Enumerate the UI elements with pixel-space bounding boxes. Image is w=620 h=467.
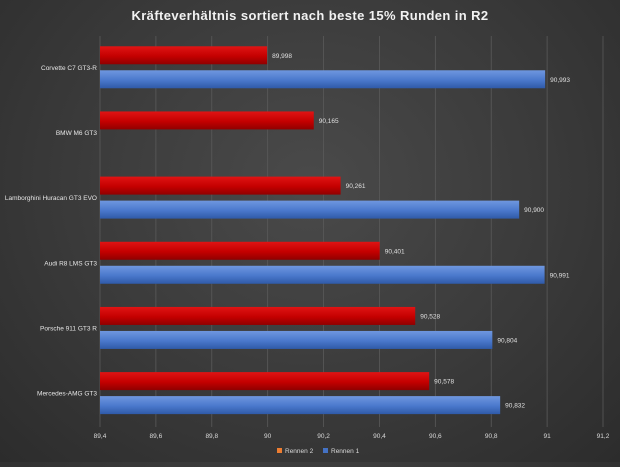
data-label: 90,900 [524, 207, 544, 214]
category-label: Mercedes-AMG GT3 [37, 391, 97, 398]
bar-rennen-2 [100, 372, 430, 391]
x-tick-label: 90 [264, 433, 272, 440]
x-tick-label: 90,2 [317, 433, 330, 440]
bar-rennen-2 [100, 111, 314, 130]
bar-rennen-1 [100, 396, 501, 415]
category-label: Porsche 911 GT3 R [40, 325, 97, 332]
legend: Rennen 2 Rennen 1 [277, 448, 360, 455]
bar-rennen-2 [100, 241, 380, 260]
legend-label: Rennen 1 [331, 448, 360, 455]
category-labels: Corvette C7 GT3-R BMW M6 GT3 Lamborghini H… [5, 65, 98, 398]
legend-label: Rennen 2 [285, 448, 314, 455]
x-tick-label: 91 [543, 433, 551, 440]
x-tick-label: 89,8 [205, 433, 218, 440]
x-tick-label: 89,6 [150, 433, 163, 440]
x-tick-label: 89,4 [94, 433, 107, 440]
category-label: Corvette C7 GT3-R [41, 65, 97, 72]
category-label: Audi R8 LMS GT3 [44, 260, 97, 267]
bar-rennen-2 [100, 176, 341, 195]
legend-swatch [277, 448, 282, 453]
data-label: 90,804 [497, 337, 517, 344]
gridlines [99, 36, 604, 427]
bar-rennen-1 [100, 330, 493, 349]
bar-rennen-1 [100, 70, 546, 89]
x-axis: 89,4 89,6 89,8 90 90,2 90,4 90,6 90,8 91 91,2 [94, 433, 610, 440]
data-label: 90,993 [550, 77, 570, 84]
bar-rennen-1 [100, 200, 520, 219]
data-label: 89,998 [272, 53, 292, 60]
data-label: 90,991 [550, 272, 570, 279]
x-tick-label: 90,8 [485, 433, 498, 440]
bar-rennen-2 [100, 46, 268, 65]
data-label: 90,528 [420, 313, 440, 320]
data-label: 90,401 [385, 248, 405, 255]
legend-swatch [323, 448, 328, 453]
x-tick-label: 90,6 [429, 433, 442, 440]
bar-rennen-2 [100, 306, 416, 325]
data-label: 90,261 [346, 183, 366, 190]
bars: 89,998 90,993 90,165 90,261 90,900 90,401 90,9… [100, 46, 570, 415]
category-label: BMW M6 GT3 [56, 130, 98, 137]
x-tick-label: 91,2 [597, 433, 610, 440]
bar-rennen-1 [100, 265, 545, 284]
data-label: 90,832 [505, 403, 525, 410]
data-label: 90,578 [434, 379, 454, 386]
data-label: 90,165 [319, 118, 339, 125]
x-tick-label: 90,4 [373, 433, 386, 440]
category-label: Lamborghini Huracan GT3 EVO [5, 195, 97, 202]
chart-title: Kräfteverhältnis sortiert nach beste 15%… [131, 8, 488, 23]
